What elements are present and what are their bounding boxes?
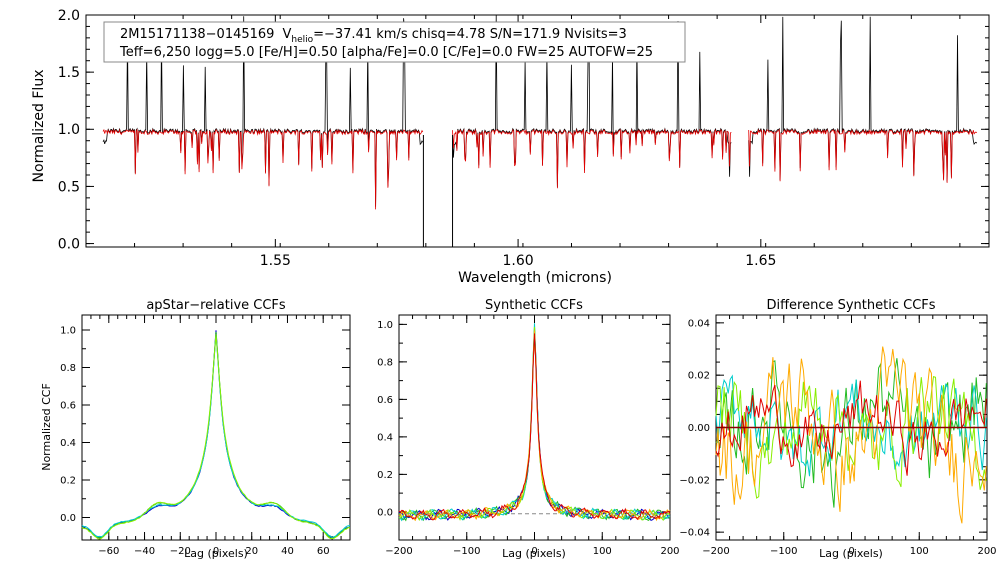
- synthetic-ccf-x-label: Lag (pixels): [502, 547, 566, 560]
- x-tick-label: −200: [385, 546, 412, 557]
- difference-ccf-curve: [715, 346, 987, 524]
- synthetic-ccf-curve: [398, 329, 671, 522]
- observed-spectrum-chip-2: [452, 15, 732, 188]
- x-tick-label: 40: [281, 546, 294, 557]
- y-tick-label: 0.0: [377, 507, 393, 518]
- spectrum-y-ticks: 0.0 0.5 1.0 1.5 2.0: [58, 8, 989, 252]
- x-tick-label: 1.65: [745, 253, 776, 269]
- apstar-ccf-lines: [81, 330, 351, 540]
- difference-ccf-curve: [715, 380, 987, 476]
- apstar-ccf-curve: [81, 331, 351, 540]
- x-tick-label: 200: [660, 546, 679, 557]
- x-tick-label: 1.55: [260, 253, 291, 269]
- synthetic-ccf-lines: [398, 323, 671, 522]
- x-tick-label: 60: [317, 546, 330, 557]
- x-tick-label: 1.60: [502, 253, 533, 269]
- x-tick-label: 0: [213, 546, 219, 557]
- y-tick-label: 0.2: [377, 470, 393, 481]
- apstar-ccf-y-ticks: 0.0 0.2 0.4 0.6 0.8 1.0: [60, 326, 350, 524]
- synthetic-ccf-title: Synthetic CCFs: [485, 298, 583, 313]
- x-tick-label: 200: [977, 546, 996, 557]
- y-tick-label: 0.2: [60, 476, 76, 487]
- spectrum-panel: 1.55 1.60 1.65 0.0 0.5 1.0 1.5 2.0 Wavelength …: [31, 8, 990, 286]
- apstar-ccf-title: apStar−relative CCFs: [146, 298, 286, 313]
- apstar-ccf-panel: apStar−relative CCFs −60 −40 −20 0 20 40 60 0.…: [40, 298, 351, 560]
- apstar-ccf-curve: [81, 333, 351, 538]
- x-tick-label: 0: [531, 546, 537, 557]
- difference-ccf-panel: Difference Synthetic CCFs −200 −100 0 100 20…: [679, 298, 996, 560]
- apstar-ccf-x-ticks: −60 −40 −20 0 20 40 60: [81, 315, 351, 557]
- y-tick-label: 0.0: [60, 513, 76, 524]
- synthetic-ccf-frame: [398, 314, 671, 541]
- info-line-2: Teff=6,250 logg=5.0 [Fe/H]=0.50 [alpha/F…: [119, 45, 653, 60]
- x-tick-label: −60: [98, 546, 119, 557]
- apstar-ccf-frame: [81, 314, 351, 541]
- y-tick-label: 0.4: [60, 438, 76, 449]
- y-tick-label: 1.0: [377, 320, 393, 331]
- info-v-subscript: helio: [291, 35, 313, 45]
- apstar-ccf-curve: [81, 334, 351, 540]
- x-tick-label: 100: [593, 546, 612, 557]
- y-tick-label: −0.04: [679, 528, 710, 539]
- x-tick-label: 20: [245, 546, 258, 557]
- synthetic-ccf-curve: [398, 333, 671, 521]
- x-tick-label: −200: [702, 546, 729, 557]
- model-spectrum-chip-2: [452, 128, 732, 189]
- y-tick-label: 0.8: [377, 357, 393, 368]
- difference-ccf-lines: [715, 346, 987, 524]
- apstar-ccf-curve: [81, 330, 351, 539]
- apstar-ccf-x-label: Lag (pixels): [184, 547, 248, 560]
- y-tick-label: 0.4: [377, 432, 393, 443]
- spectrum-x-label: Wavelength (microns): [458, 270, 612, 286]
- synthetic-ccf-curve: [398, 330, 671, 522]
- y-tick-label: 0.0: [58, 236, 80, 252]
- spectrum-x-ticks: 1.55 1.60 1.65: [85, 15, 961, 269]
- x-tick-label: −100: [770, 546, 797, 557]
- synthetic-ccf-y-ticks: 0.0 0.2 0.4 0.6 0.8 1.0: [377, 320, 670, 518]
- y-tick-label: 0.5: [58, 179, 80, 195]
- spectrum-y-label: Normalized Flux: [31, 70, 47, 183]
- difference-ccf-curve: [715, 375, 987, 499]
- y-tick-label: 0.04: [688, 318, 710, 329]
- x-tick-label: 100: [910, 546, 929, 557]
- synthetic-ccf-curve: [398, 326, 671, 522]
- synthetic-ccf-x-ticks: −200 −100 0 100 200: [385, 315, 680, 557]
- difference-ccf-x-ticks: −200 −100 0 100 200: [702, 315, 997, 557]
- difference-ccf-x-label: Lag (pixels): [819, 547, 883, 560]
- difference-ccf-title: Difference Synthetic CCFs: [766, 298, 935, 313]
- info-v-symbol: V: [282, 27, 291, 42]
- y-tick-label: 0.6: [377, 395, 393, 406]
- y-tick-label: 2.0: [58, 8, 80, 24]
- synthetic-ccf-panel: Synthetic CCFs −200 −100 0 100 200 0.0 0.2 0.4…: [377, 298, 679, 560]
- y-tick-label: 0.02: [688, 371, 710, 382]
- spectrum-frame: [85, 14, 990, 248]
- y-tick-label: 1.0: [60, 326, 76, 337]
- x-tick-label: −100: [453, 546, 480, 557]
- info-star-id: 2M15171138−0145169: [120, 27, 274, 42]
- x-tick-label: −40: [134, 546, 155, 557]
- info-line-1: 2M15171138−0145169 Vhelio=−37.41 km/s chi…: [120, 27, 627, 45]
- synthetic-ccf-curve: [398, 323, 671, 522]
- x-tick-label: 0: [848, 546, 854, 557]
- y-tick-label: 0.8: [60, 363, 76, 374]
- x-tick-label: −20: [170, 546, 191, 557]
- y-tick-label: 1.5: [58, 65, 80, 81]
- info-line-1-values: =−37.41 km/s chisq=4.78 S/N=171.9 Nvisit…: [313, 27, 627, 42]
- y-tick-label: −0.02: [679, 475, 710, 486]
- model-spectrum-chip-3: [748, 128, 978, 183]
- y-tick-label: 0.6: [60, 401, 76, 412]
- difference-ccf-curve: [715, 374, 987, 477]
- synthetic-ccf-curve: [398, 326, 671, 522]
- spectrum-lines: [102, 15, 978, 247]
- info-box: [103, 21, 686, 63]
- apstar-ccf-y-label: Normalized CCF: [40, 383, 53, 471]
- y-tick-label: 1.0: [58, 122, 80, 138]
- y-tick-label: 0.00: [688, 423, 710, 434]
- model-spectrum-chip-1: [102, 128, 424, 210]
